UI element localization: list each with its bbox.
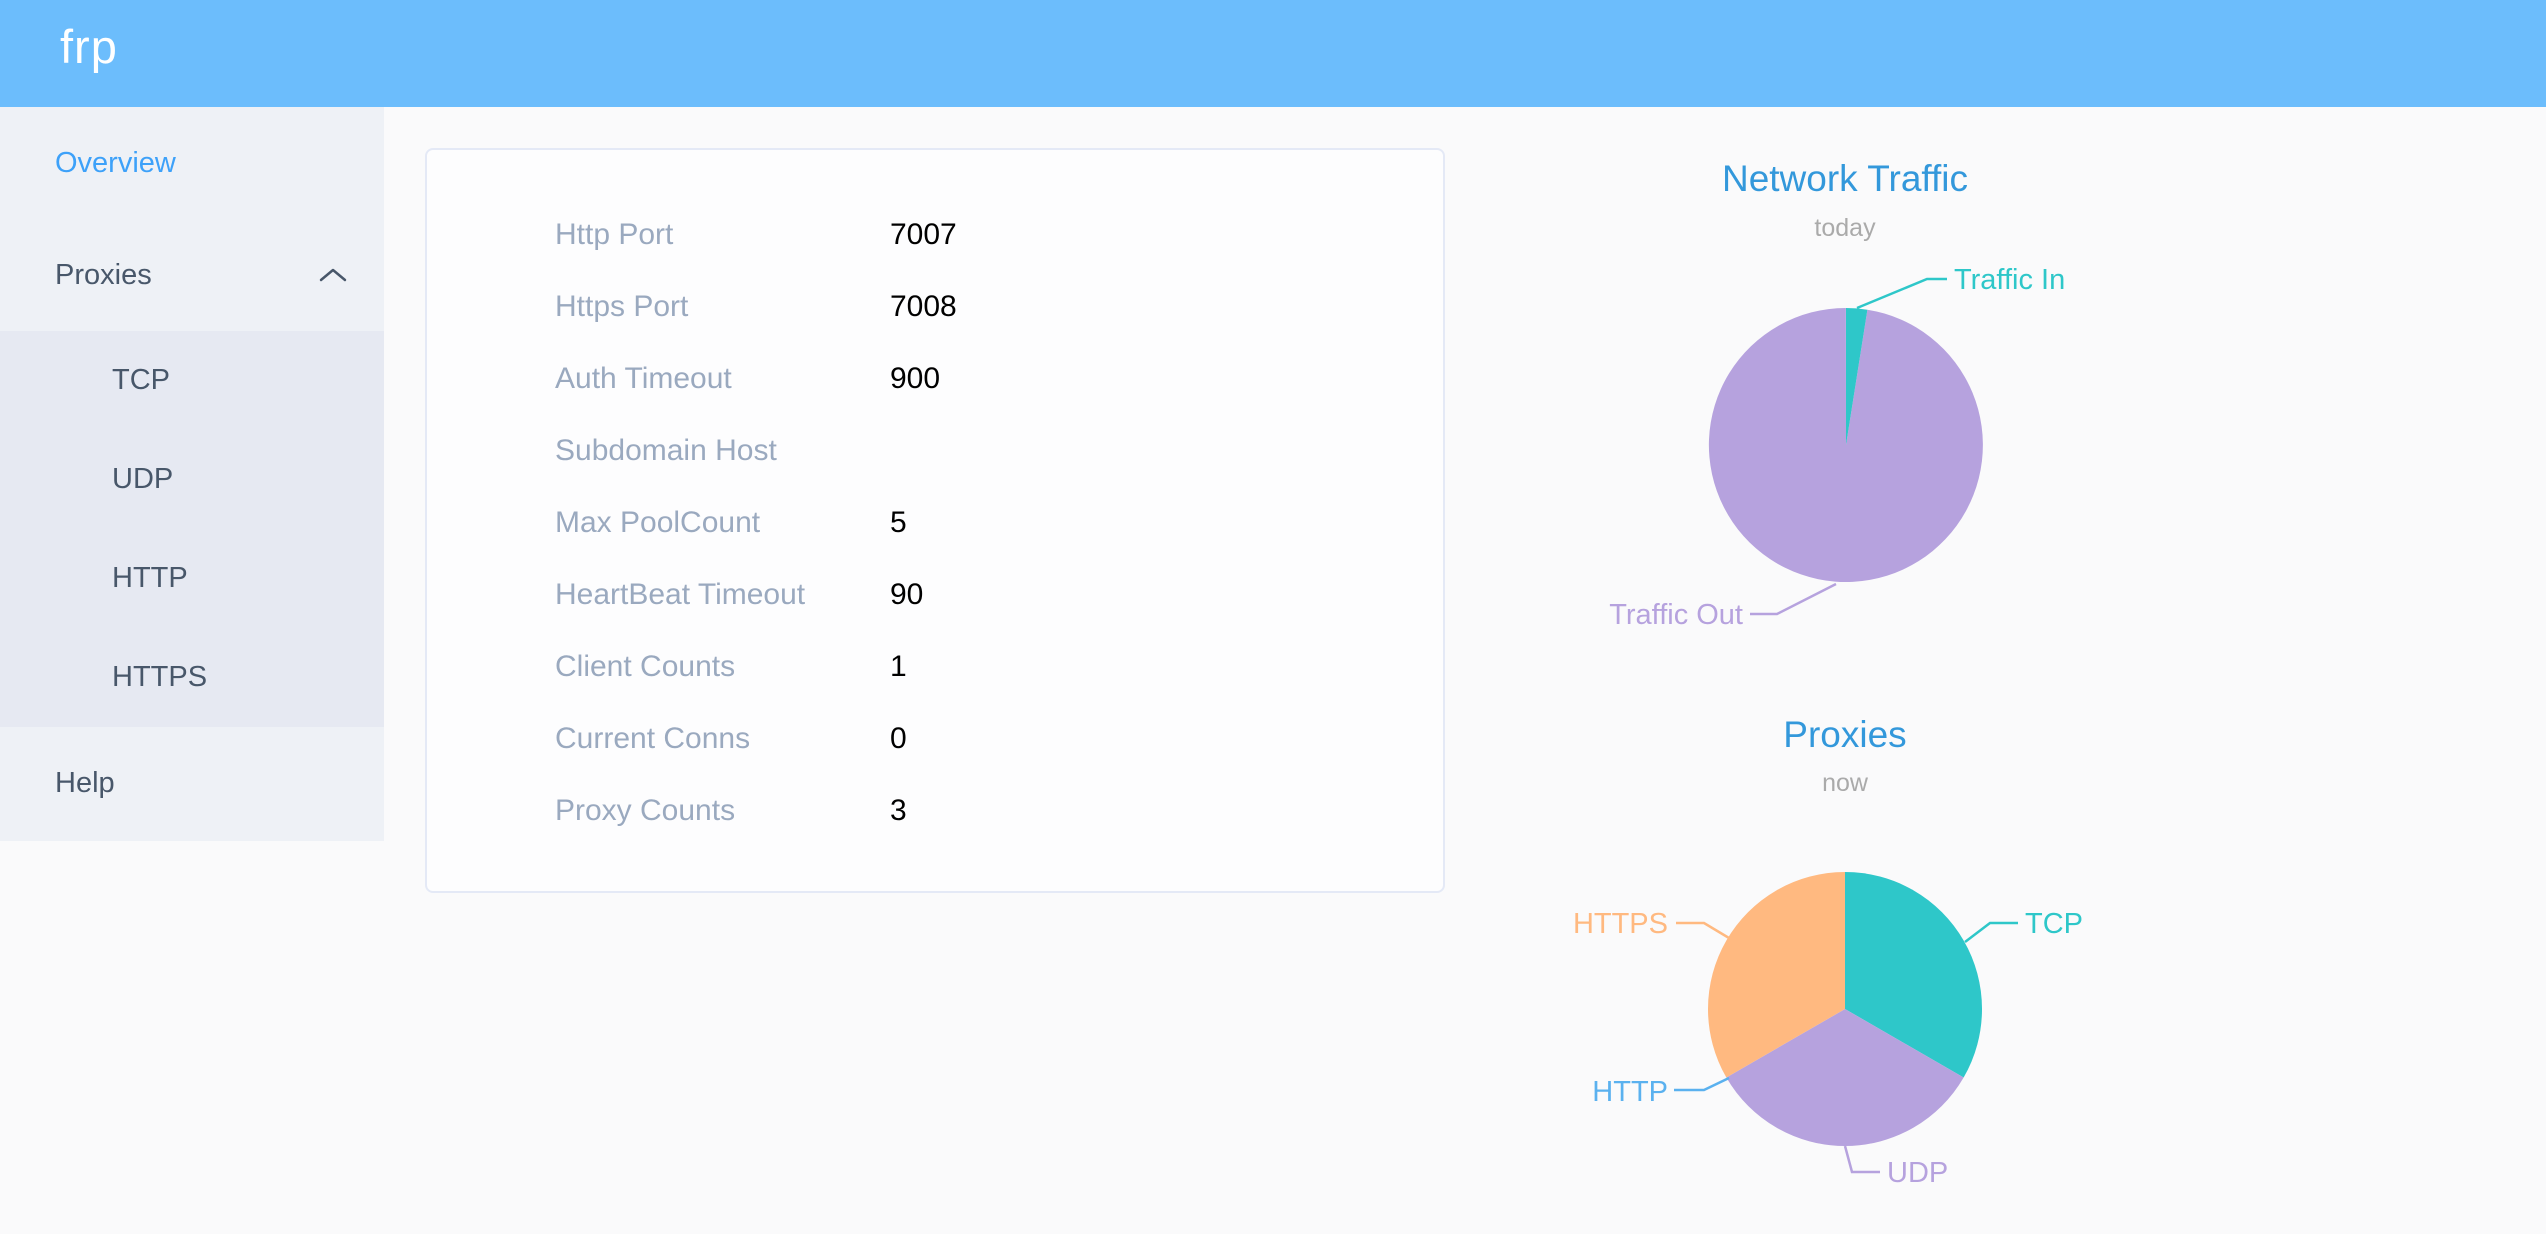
sidebar-item-udp[interactable]: UDP	[112, 463, 174, 495]
table-row: Http Port 7007	[427, 199, 1443, 271]
pie-slice-udp[interactable]	[1726, 1009, 1964, 1147]
udp-label: UDP	[1887, 1157, 1948, 1189]
proxies-chart-subtitle: now	[1822, 769, 1868, 797]
https-label: HTTPS	[1573, 908, 1668, 940]
tcp-label: TCP	[2025, 908, 2083, 940]
sidebar-item-proxies[interactable]: Proxies	[0, 219, 384, 331]
config-label: Https Port	[555, 290, 689, 323]
config-label: HeartBeat Timeout	[555, 578, 806, 611]
traffic-in-label-line	[1856, 277, 1947, 310]
http-label-line	[1674, 1076, 1730, 1092]
proxies-pie-chart: TCP UDP HTTP HTTPS	[1573, 872, 2083, 1189]
network-traffic-pie-chart: Traffic In Traffic Out	[1609, 264, 2065, 631]
network-traffic-chart-subtitle: today	[1814, 214, 1876, 242]
config-value: 5	[890, 506, 907, 539]
config-label: Proxy Counts	[555, 794, 736, 827]
sidebar-item-tcp[interactable]: TCP	[112, 364, 170, 396]
server-info-rows: Http Port 7007 Https Port 7008 Auth Time…	[427, 150, 1443, 847]
table-row: Client Counts 1	[427, 631, 1443, 703]
pie-slice-https[interactable]	[1707, 872, 1845, 1078]
table-row: Current Conns 0	[427, 703, 1443, 775]
proxies-chart-title: Proxies	[1783, 714, 1907, 755]
pie-slice-tcp[interactable]	[1845, 872, 1983, 1078]
config-value: 900	[890, 362, 941, 395]
server-info-card: Http Port 7007 Https Port 7008 Auth Time…	[425, 148, 1445, 893]
table-row: Auth Timeout 900	[427, 343, 1443, 415]
traffic-in-label: Traffic In	[1954, 264, 2065, 296]
sidebar-item-help[interactable]: Help	[55, 766, 115, 799]
traffic-out-label: Traffic Out	[1609, 599, 1743, 631]
config-label: Client Counts	[555, 650, 736, 683]
table-row: HeartBeat Timeout 90	[427, 559, 1443, 631]
table-row: Https Port 7008	[427, 271, 1443, 343]
traffic-out-label-line	[1750, 582, 1837, 616]
config-value: 1	[890, 650, 907, 683]
config-label: Max PoolCount	[555, 506, 761, 539]
config-label: Subdomain Host	[555, 434, 777, 467]
table-row: Subdomain Host	[427, 415, 1443, 487]
pie-slice-traffic-in[interactable]	[1846, 308, 1868, 445]
config-value: 3	[890, 794, 907, 827]
sidebar: Overview Proxies TCP UDP HTTP HTTPS Help	[0, 107, 384, 841]
config-label: Auth Timeout	[555, 362, 732, 395]
config-value: 0	[890, 722, 907, 755]
pie-slice-traffic-out[interactable]	[1708, 308, 1983, 582]
table-row: Proxy Counts 3	[427, 775, 1443, 847]
config-value: 90	[890, 578, 924, 611]
sidebar-item-overview[interactable]: Overview	[55, 146, 176, 179]
udp-label-line	[1843, 1145, 1880, 1174]
https-label-line	[1676, 921, 1730, 940]
http-label: HTTP	[1592, 1076, 1668, 1108]
chevron-up-icon	[319, 268, 347, 282]
tcp-label-line	[1964, 921, 2018, 943]
sidebar-item-proxies-label: Proxies	[55, 258, 152, 291]
config-value: 7008	[890, 290, 957, 323]
config-value: 7007	[890, 218, 957, 251]
sidebar-item-https[interactable]: HTTPS	[112, 661, 208, 693]
header: frp	[0, 0, 2546, 107]
table-row: Max PoolCount 5	[427, 487, 1443, 559]
app-logo: frp	[60, 20, 118, 73]
sidebar-item-http[interactable]: HTTP	[112, 562, 188, 594]
config-label: Current Conns	[555, 722, 751, 755]
proxies-submenu: TCP UDP HTTP HTTPS	[0, 331, 384, 727]
network-traffic-chart-title: Network Traffic	[1721, 158, 1969, 199]
config-label: Http Port	[555, 218, 674, 251]
